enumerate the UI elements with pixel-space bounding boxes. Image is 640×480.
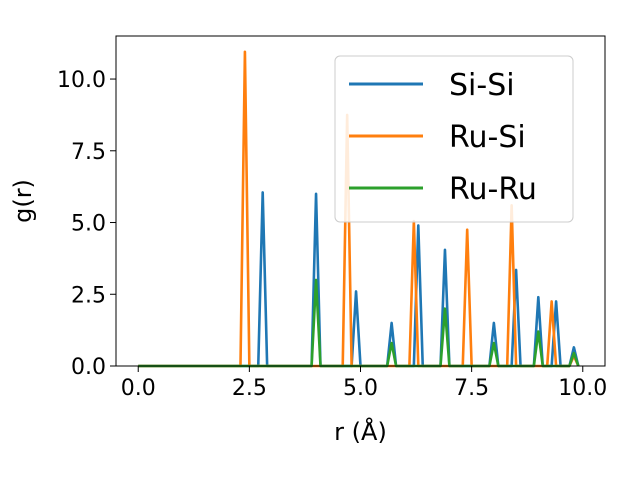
- legend-label-si-si: Si-Si: [449, 68, 515, 103]
- plot-area: [115, 35, 606, 368]
- x-tick-label: 0.0: [121, 376, 156, 401]
- legend: Si-Si Ru-Si Ru-Ru: [334, 55, 574, 223]
- legend-label-ru-ru: Ru-Ru: [449, 172, 537, 207]
- y-axis-ticks: 0.0 2.5 5.0 7.5 10.0: [57, 68, 116, 380]
- y-axis-label: g(r): [9, 179, 37, 223]
- y-tick-label: 0.0: [71, 355, 106, 380]
- x-axis-ticks: 0.0 2.5 5.0 7.5 10.0: [121, 366, 607, 401]
- y-tick-label: 10.0: [57, 68, 106, 93]
- legend-label-ru-si: Ru-Si: [449, 120, 526, 155]
- x-tick-label: 7.5: [454, 376, 489, 401]
- y-tick-label: 2.5: [71, 283, 106, 308]
- y-tick-label: 7.5: [71, 140, 106, 165]
- legend-box: [334, 55, 574, 223]
- x-axis-label: r (Å): [334, 417, 387, 446]
- x-tick-label: 10.0: [558, 376, 607, 401]
- x-tick-label: 2.5: [232, 376, 267, 401]
- y-tick-label: 5.0: [71, 212, 106, 237]
- x-tick-label: 5.0: [343, 376, 378, 401]
